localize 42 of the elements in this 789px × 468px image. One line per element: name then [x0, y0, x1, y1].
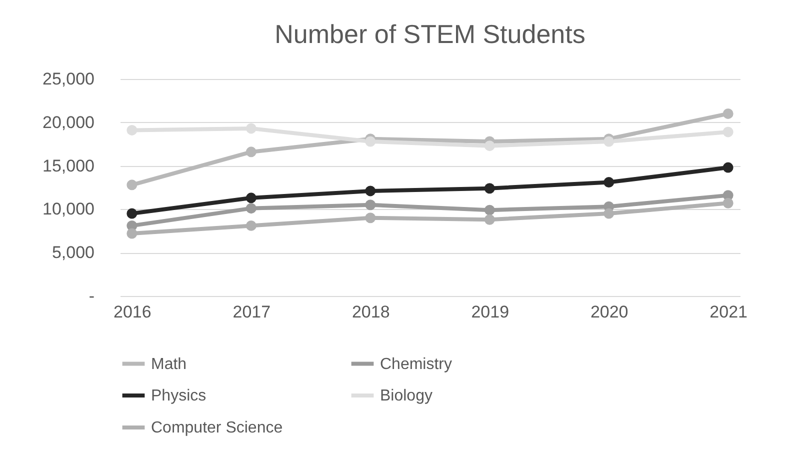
point [722, 108, 734, 119]
point [604, 177, 614, 188]
point [604, 136, 614, 147]
point [722, 126, 734, 138]
point [246, 220, 256, 231]
point [126, 180, 138, 190]
point [126, 208, 138, 219]
x-tick-label: 2021 [710, 302, 748, 322]
chart-title: Number of STEM Students [274, 19, 586, 49]
point [484, 183, 495, 194]
y-tick-label: 5,000 [52, 243, 94, 262]
x-tick-label: 2018 [352, 302, 390, 322]
point [604, 208, 614, 219]
x-tick-label: 2017 [232, 302, 271, 322]
point [365, 212, 376, 224]
point [365, 200, 376, 210]
y-tick-label: 25,000 [42, 70, 94, 88]
legend-label: Computer Science [151, 420, 283, 436]
point [126, 124, 138, 136]
point [246, 146, 256, 158]
point [722, 198, 734, 208]
point [126, 228, 138, 239]
point [484, 140, 495, 152]
x-tick-label: 2016 [114, 302, 152, 322]
point [484, 204, 495, 216]
y-tick-label: 10,000 [42, 200, 94, 219]
point [246, 203, 256, 214]
legend-label: Math [151, 356, 187, 373]
x-tick-label: 2019 [471, 302, 510, 322]
point [365, 186, 376, 196]
point [246, 192, 256, 204]
point [365, 136, 376, 147]
y-tick-label: 15,000 [42, 156, 94, 176]
point [246, 123, 256, 134]
point [484, 214, 495, 225]
legend-label: Biology [380, 388, 432, 404]
legend-label: Chemistry [380, 356, 452, 373]
point [722, 162, 734, 173]
x-tick-label: 2020 [590, 302, 628, 322]
y-tick-label: 20,000 [42, 112, 94, 132]
y-tick-label: - [88, 286, 94, 306]
legend-label: Physics [151, 388, 206, 404]
